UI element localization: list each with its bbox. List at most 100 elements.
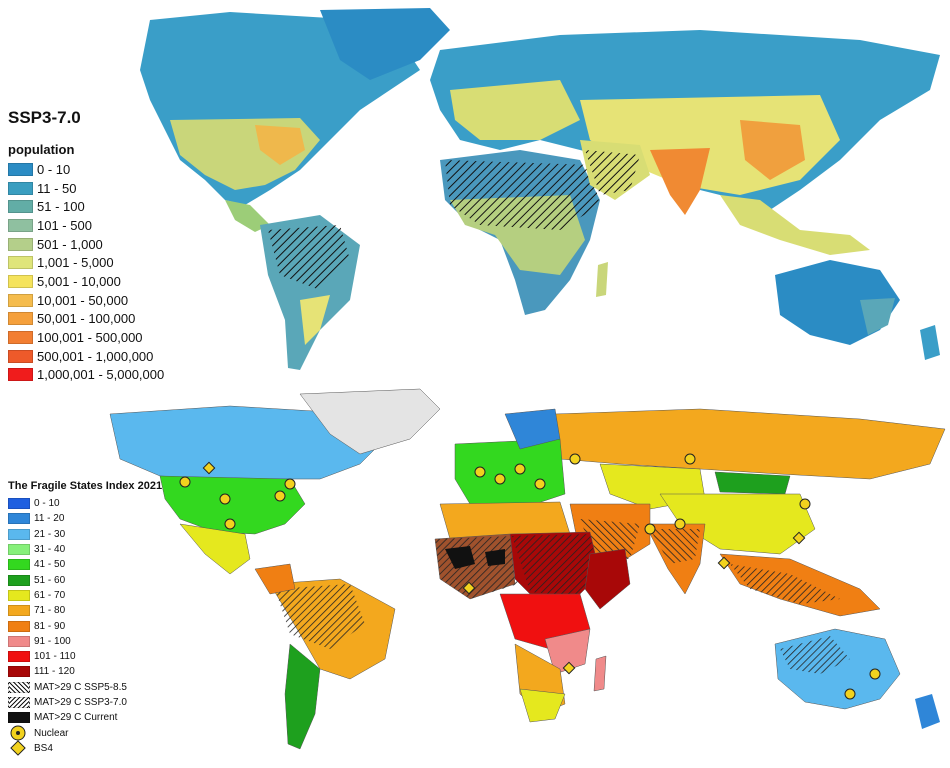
legend-swatch <box>8 331 33 345</box>
legend-swatch <box>8 605 30 617</box>
land-greenland <box>320 8 450 80</box>
land-europe-pop <box>450 80 580 140</box>
population-legend-item: 50,001 - 100,000 <box>8 310 188 329</box>
country-scandinavia <box>504 408 561 450</box>
land-east-china <box>740 120 805 180</box>
overlay-swatch <box>8 697 30 708</box>
population-legend-item: 501 - 1,000 <box>8 235 188 254</box>
symbol-legend-item: Nuclear <box>8 725 188 741</box>
fsi-legend-item: 0 - 10 <box>8 496 188 511</box>
legend-title-fsi: The Fragile States Index 2021 <box>8 480 163 492</box>
legend-label: 100,001 - 500,000 <box>37 330 143 346</box>
fsi-legend: The Fragile States Index 2021 0 - 10 11 -… <box>8 480 188 757</box>
legend-label: 101 - 110 <box>34 651 76 663</box>
overlay-legend-item: MAT>29 C SSP3-7.0 <box>8 695 188 710</box>
legend-label: 81 - 90 <box>34 620 66 632</box>
legend-label: 0 - 10 <box>34 498 60 510</box>
population-legend-item: 500,001 - 1,000,000 <box>8 347 188 366</box>
legend-label: 91 - 100 <box>34 635 71 647</box>
legend-swatch <box>8 589 30 601</box>
legend-swatch <box>8 666 30 678</box>
legend-label: 11 - 50 <box>37 180 77 196</box>
legend-title: population <box>8 142 75 157</box>
legend-label: 1,001 - 5,000 <box>37 255 114 271</box>
legend-label: 50,001 - 100,000 <box>37 311 136 327</box>
legend-swatch <box>8 635 30 647</box>
country-east-africa <box>544 628 591 675</box>
legend-swatch <box>8 181 33 195</box>
legend-swatch <box>8 559 30 571</box>
land-us-dense <box>255 125 305 165</box>
legend-swatch <box>8 162 33 176</box>
overlay-swatch <box>8 681 30 693</box>
legend-label: 31 - 40 <box>34 544 66 556</box>
country-greenland <box>299 388 441 455</box>
legend-label: MAT>29 C SSP5-8.5 <box>34 681 127 693</box>
legend-swatch <box>8 574 30 586</box>
country-canada <box>109 405 391 480</box>
country-new-zealand <box>915 694 940 729</box>
symbol-legend-item: BS4 <box>8 740 188 757</box>
legend-swatch <box>8 293 33 307</box>
population-legend-item: 5,001 - 10,000 <box>8 272 188 291</box>
biohazard-diamond-icon <box>10 740 26 757</box>
legend-swatch <box>8 312 33 326</box>
overlay-legend-item: MAT>29 C Current <box>8 710 188 725</box>
country-mongolia <box>714 471 791 495</box>
legend-swatch <box>8 237 33 251</box>
population-map-ssp3 <box>140 8 940 370</box>
fsi-legend-item: 81 - 90 <box>8 618 188 633</box>
population-legend-item: 101 - 500 <box>8 216 188 235</box>
country-colombia <box>254 563 296 595</box>
fsi-legend-item: 91 - 100 <box>8 634 188 649</box>
site-markers <box>179 453 881 700</box>
legend-swatch <box>8 651 30 663</box>
fsi-legend-item: 101 - 110 <box>8 649 188 664</box>
land-se-asia <box>720 195 870 255</box>
population-legend-item: 10,001 - 50,000 <box>8 291 188 310</box>
population-legend-item: 51 - 100 <box>8 197 188 216</box>
overlay-swatch <box>8 712 30 724</box>
legend-label: 501 - 1,000 <box>37 236 103 252</box>
legend-label: Nuclear <box>34 727 69 739</box>
map-title: SSP3-7.0 <box>8 108 81 127</box>
legend-label: 1,000,001 - 5,000,000 <box>37 367 165 383</box>
legend-label: 21 - 30 <box>34 528 66 540</box>
fsi-legend-item: 61 - 70 <box>8 588 188 603</box>
legend-label: 10,001 - 50,000 <box>37 292 129 308</box>
fsi-legend-item: 31 - 40 <box>8 542 188 557</box>
legend-label: 0 - 10 <box>37 161 71 177</box>
legend-swatch <box>8 274 33 288</box>
country-russia <box>554 408 946 480</box>
population-legend-item: 100,001 - 500,000 <box>8 328 188 347</box>
legend-label: 11 - 20 <box>34 513 65 525</box>
legend-swatch <box>8 256 33 270</box>
country-horn-africa <box>584 548 631 610</box>
fsi-legend-item: 51 - 60 <box>8 572 188 587</box>
legend-label: 51 - 100 <box>37 199 85 215</box>
population-legend-item: 11 - 50 <box>8 179 188 198</box>
legend-label: 500,001 - 1,000,000 <box>37 348 154 364</box>
fragile-states-map <box>109 388 946 750</box>
legend-label: 101 - 500 <box>37 217 92 233</box>
overlay-legend-item: MAT>29 C SSP5-8.5 <box>8 680 188 695</box>
legend-label: 111 - 120 <box>34 666 75 678</box>
population-legend-item: 1,001 - 5,000 <box>8 253 188 272</box>
country-madagascar <box>593 655 607 692</box>
legend-swatch <box>8 620 30 632</box>
country-usa <box>159 475 306 535</box>
fsi-legend-item: 41 - 50 <box>8 557 188 572</box>
radiation-icon <box>10 725 26 741</box>
country-mexico <box>179 523 251 575</box>
legend-swatch <box>8 368 33 382</box>
legend-swatch <box>8 218 33 232</box>
country-andes <box>284 643 321 750</box>
legend-swatch <box>8 498 30 510</box>
legend-label: 51 - 60 <box>34 574 66 586</box>
fsi-legend-item: 71 - 80 <box>8 603 188 618</box>
population-legend-item: 1,000,001 - 5,000,000 <box>8 366 188 385</box>
country-south-africa <box>519 688 566 723</box>
legend-label: 61 - 70 <box>34 589 66 601</box>
fsi-legend-item: 111 - 120 <box>8 664 188 679</box>
fsi-legend-item: 21 - 30 <box>8 527 188 542</box>
